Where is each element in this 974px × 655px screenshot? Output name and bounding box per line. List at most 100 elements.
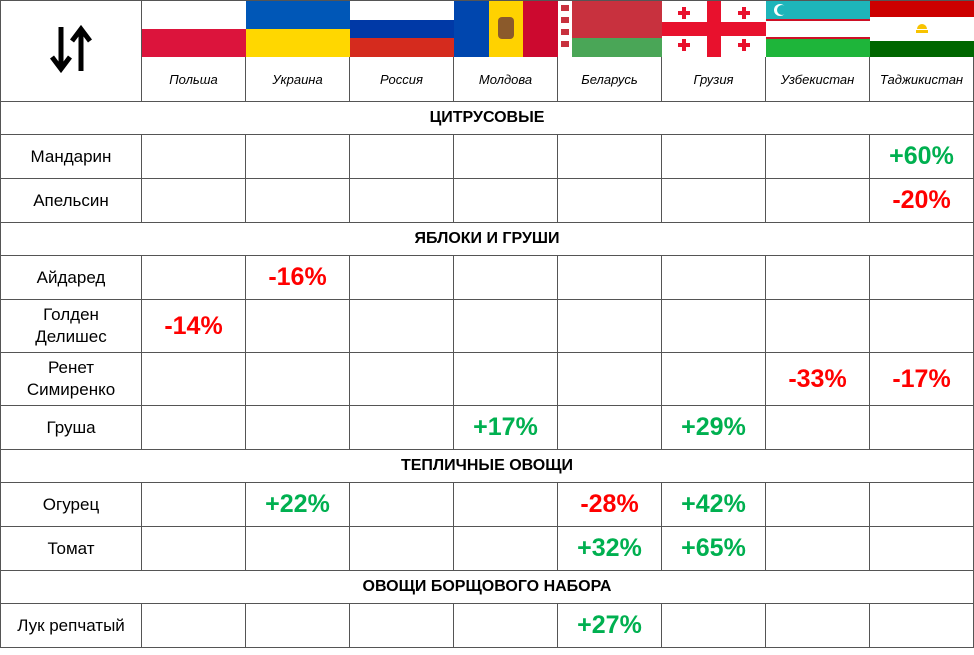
change-value: -17% — [892, 364, 951, 393]
item-name-text: Томат — [47, 538, 95, 558]
flag — [662, 1, 766, 57]
value-cell — [661, 603, 766, 648]
item-name: Груша — [0, 405, 142, 450]
flag — [558, 1, 662, 57]
item-row: Ренет Симиренко -33% -17% — [0, 352, 974, 406]
change-value: -33% — [788, 364, 847, 393]
value-cell — [765, 603, 870, 648]
section-title: ЯБЛОКИ И ГРУШИ — [0, 222, 974, 256]
value-cell — [245, 352, 350, 406]
item-name-line: Делишес — [35, 327, 107, 346]
value-cell: -14% — [141, 299, 246, 353]
value-cell: +32% — [557, 526, 662, 571]
value-cell: +17% — [453, 405, 558, 450]
value-cell — [765, 178, 870, 223]
country-name: Таджикистан — [869, 57, 974, 102]
value-cell — [765, 526, 870, 571]
value-cell: -33% — [765, 352, 870, 406]
value-cell — [349, 255, 454, 300]
section-title: ЦИТРУСОВЫЕ — [0, 101, 974, 135]
country-name: Россия — [349, 57, 454, 102]
value-cell — [245, 178, 350, 223]
flag — [246, 1, 350, 57]
value-cell — [453, 299, 558, 353]
change-value: +60% — [889, 142, 954, 170]
value-cell — [245, 134, 350, 179]
item-row: Апельсин -20% — [0, 178, 974, 223]
change-value: +17% — [473, 413, 538, 441]
flag-cell — [245, 0, 350, 57]
item-name: Мандарин — [0, 134, 142, 179]
item-name: Огурец — [0, 482, 142, 527]
value-cell — [453, 482, 558, 527]
change-value: +29% — [681, 413, 746, 441]
item-row: Мандарин +60% — [0, 134, 974, 179]
value-cell — [141, 255, 246, 300]
value-cell — [765, 134, 870, 179]
item-name-text: Груша — [46, 417, 96, 437]
flag-cell — [557, 0, 662, 57]
item-row: Айдаред -16% — [0, 255, 974, 300]
change-value: -16% — [268, 263, 327, 291]
value-cell — [557, 352, 662, 406]
country-name: Беларусь — [557, 57, 662, 102]
flag-cell — [141, 0, 246, 57]
item-name-line: Голден — [43, 305, 99, 324]
sort-cell — [0, 0, 142, 102]
flag-cell — [453, 0, 558, 57]
value-cell: -17% — [869, 352, 974, 406]
value-cell — [141, 178, 246, 223]
value-cell — [245, 405, 350, 450]
value-cell — [765, 405, 870, 450]
value-cell — [869, 526, 974, 571]
section-row: ЯБЛОКИ И ГРУШИ — [0, 222, 974, 256]
header-name-row: Польша Украина Россия Молдова Беларусь Грузия… — [1, 57, 974, 102]
value-cell — [453, 178, 558, 223]
section-title: ОВОЩИ БОРЩОВОГО НАБОРА — [0, 570, 974, 604]
flag — [142, 1, 246, 57]
value-cell — [349, 352, 454, 406]
value-cell — [453, 603, 558, 648]
item-row: Голден Делишес -14% — [0, 299, 974, 353]
value-cell — [869, 482, 974, 527]
value-cell — [557, 299, 662, 353]
value-cell — [453, 134, 558, 179]
value-cell — [661, 299, 766, 353]
value-cell — [661, 255, 766, 300]
change-value: +32% — [577, 534, 642, 562]
change-value: +27% — [577, 611, 642, 639]
flag — [766, 1, 870, 57]
value-cell — [661, 352, 766, 406]
value-cell — [453, 352, 558, 406]
value-cell: +42% — [661, 482, 766, 527]
value-cell — [765, 482, 870, 527]
value-cell — [557, 255, 662, 300]
item-name-text: Айдаред — [36, 267, 106, 287]
item-name: Голден Делишес — [0, 299, 142, 353]
value-cell: +22% — [245, 482, 350, 527]
value-cell — [349, 526, 454, 571]
value-cell — [349, 482, 454, 527]
value-cell — [869, 299, 974, 353]
value-cell — [349, 178, 454, 223]
country-name: Грузия — [661, 57, 766, 102]
item-name-line: Ренет — [47, 358, 95, 377]
value-cell — [453, 255, 558, 300]
value-cell — [557, 405, 662, 450]
section-row: ОВОЩИ БОРЩОВОГО НАБОРА — [0, 570, 974, 604]
country-name: Молдова — [453, 57, 558, 102]
item-row: Лук репчатый +27% — [0, 603, 974, 648]
item-name: Апельсин — [0, 178, 142, 223]
value-cell — [141, 603, 246, 648]
item-name: Лук репчатый — [0, 603, 142, 648]
item-name-line: Симиренко — [26, 380, 116, 399]
section-row: ЦИТРУСОВЫЕ — [0, 101, 974, 135]
value-cell — [141, 405, 246, 450]
flag-cell — [869, 0, 974, 57]
change-value: -20% — [892, 186, 951, 214]
change-value: +42% — [681, 490, 746, 518]
value-cell: +29% — [661, 405, 766, 450]
item-name-text: Огурец — [42, 494, 100, 514]
value-cell: -16% — [245, 255, 350, 300]
